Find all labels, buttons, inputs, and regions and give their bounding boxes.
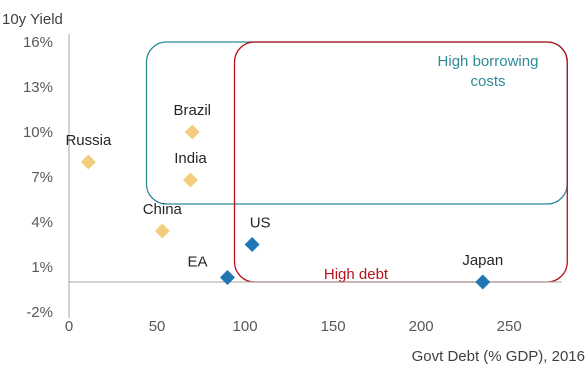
y-tick-label: 4% <box>31 214 53 231</box>
point-label-russia: Russia <box>65 132 112 149</box>
region-label-1: High debt <box>324 266 389 283</box>
y-axis-title: 10y Yield <box>2 11 63 28</box>
region-label-line: costs <box>470 73 505 90</box>
point-label-japan: Japan <box>462 252 503 269</box>
point-label-china: China <box>143 201 183 218</box>
x-tick-label: 200 <box>409 318 434 335</box>
point-russia <box>80 154 96 170</box>
x-tick-label: 250 <box>497 318 522 335</box>
point-india <box>182 172 198 188</box>
y-tick-label: 7% <box>31 169 53 186</box>
y-tick-label: 10% <box>23 124 53 141</box>
region-layer: High borrowing costs High debt <box>145 41 568 283</box>
point-label-india: India <box>174 150 207 167</box>
point-ea <box>219 270 235 285</box>
region-box-1 <box>233 41 568 283</box>
point-china <box>154 223 170 239</box>
y-tick-label: 13% <box>23 79 53 96</box>
region-label-0: High borrowing costs <box>438 53 539 90</box>
point-label-ea: EA <box>187 254 207 271</box>
x-tick-label: 50 <box>149 318 166 335</box>
x-tick-label: 0 <box>65 318 73 335</box>
x-axis-title: Govt Debt (% GDP), 2016 <box>412 348 585 365</box>
y-tick-label: 16% <box>23 34 53 51</box>
y-tick-label: 1% <box>31 259 53 276</box>
point-label-brazil: Brazil <box>173 102 211 119</box>
axes-layer: 16% 13% 10% 7% 4% 1% -2% 0 50 100 150 200 250 <box>23 34 562 335</box>
y-tick-label: -2% <box>26 304 53 321</box>
point-japan <box>475 274 491 290</box>
region-label-line: High borrowing <box>438 53 539 70</box>
x-tick-label: 150 <box>321 318 346 335</box>
x-tick-label: 100 <box>233 318 258 335</box>
region-label-line: High debt <box>324 266 389 283</box>
point-us <box>244 237 260 252</box>
points-layer: Russia Brazil India China US EA Japan <box>65 102 503 290</box>
point-label-us: US <box>250 215 271 232</box>
point-brazil <box>184 124 200 140</box>
